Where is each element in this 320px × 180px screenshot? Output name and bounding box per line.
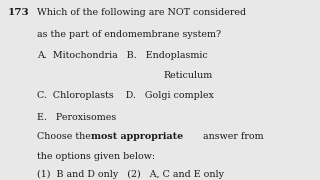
Text: Which of the following are NOT considered: Which of the following are NOT considere… [37, 8, 246, 17]
Text: 173: 173 [8, 8, 30, 17]
Text: A.  Mitochondria   B.   Endoplasmic: A. Mitochondria B. Endoplasmic [37, 51, 208, 60]
Text: Reticulum: Reticulum [163, 71, 212, 80]
Text: most appropriate: most appropriate [91, 132, 183, 141]
Text: (1)  B and D only   (2)   A, C and E only: (1) B and D only (2) A, C and E only [37, 170, 224, 179]
Text: Choose the: Choose the [37, 132, 94, 141]
Text: answer from: answer from [200, 132, 264, 141]
Text: E.   Peroxisomes: E. Peroxisomes [37, 112, 116, 122]
Text: C.  Chloroplasts    D.   Golgi complex: C. Chloroplasts D. Golgi complex [37, 91, 214, 100]
Text: as the part of endomembrane system?: as the part of endomembrane system? [37, 30, 221, 39]
Text: the options given below:: the options given below: [37, 152, 155, 161]
